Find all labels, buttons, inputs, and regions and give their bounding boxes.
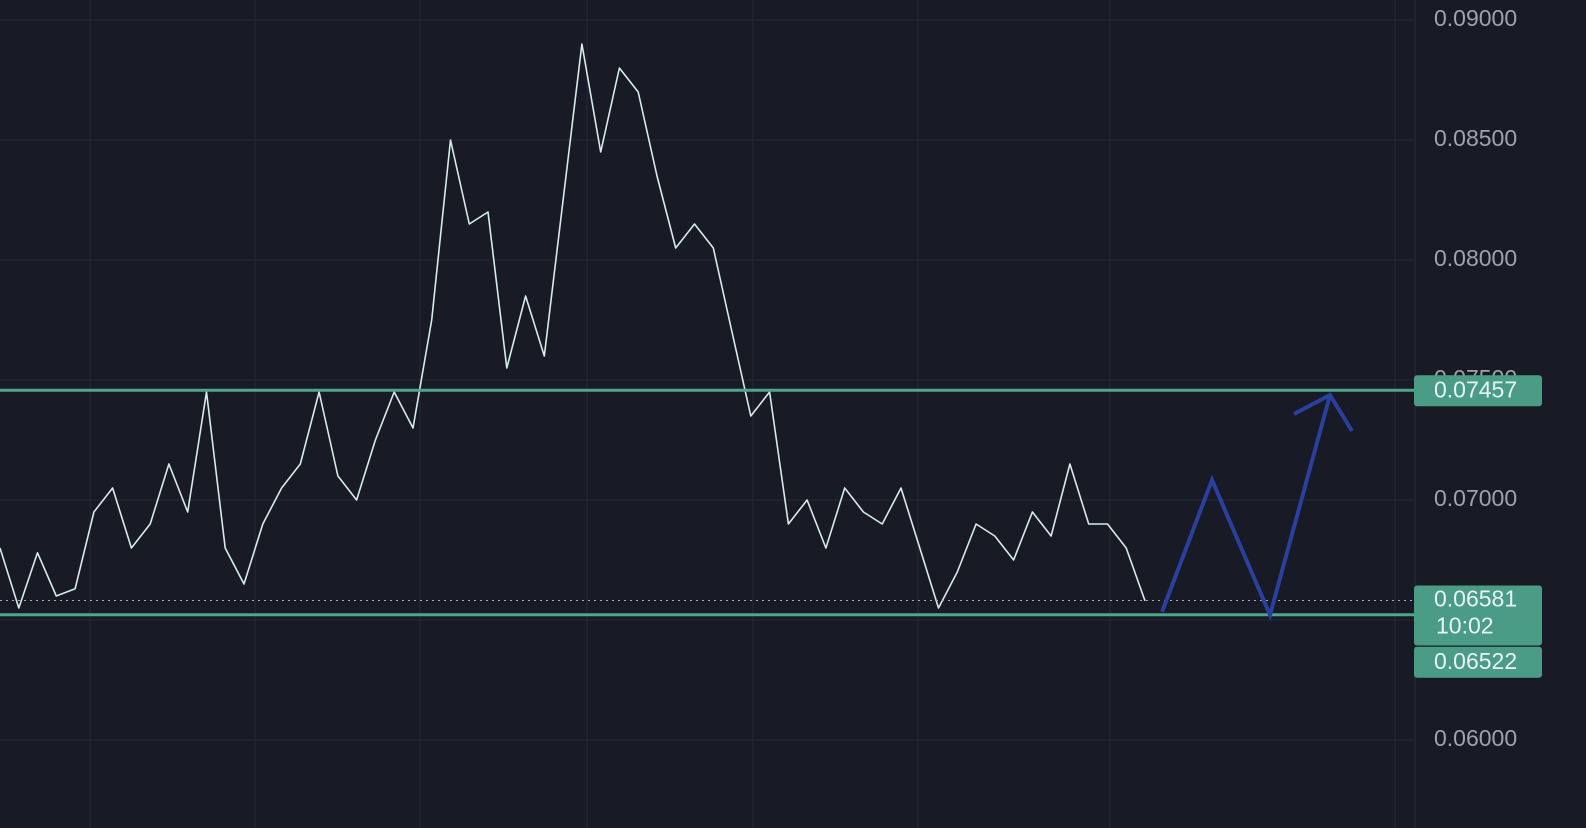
price-line (0, 43, 1146, 609)
last-price-label: 0.06581 (1434, 586, 1517, 612)
y-tick-label: 0.07000 (1434, 485, 1517, 511)
y-tick-label: 0.09000 (1434, 5, 1517, 31)
y-tick-label: 0.08500 (1434, 125, 1517, 151)
level-badge (1414, 375, 1542, 407)
countdown-label: 10:02 (1436, 613, 1494, 639)
projection-arrow (1160, 394, 1332, 622)
level-badge-label: 0.06522 (1434, 648, 1517, 674)
level-badge (1414, 646, 1542, 678)
y-tick-label: 0.06000 (1434, 725, 1517, 751)
level-badge-label: 0.07457 (1434, 376, 1517, 402)
y-tick-label: 0.08000 (1434, 245, 1517, 271)
arrow-head (1293, 392, 1354, 433)
last-price-badge (1414, 585, 1542, 646)
